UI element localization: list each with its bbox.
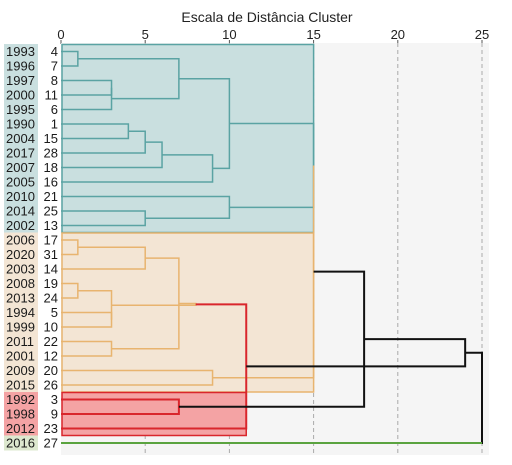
year-label-bg — [4, 305, 38, 320]
year-label-bg — [4, 232, 38, 248]
year-label: 1998 — [6, 407, 35, 422]
year-label-bg — [4, 73, 38, 88]
year-label-bg — [4, 247, 38, 262]
case-number-label: 21 — [44, 189, 58, 204]
year-label: 2008 — [6, 276, 35, 291]
x-tick-label: 15 — [306, 27, 320, 42]
year-label-bg — [4, 102, 38, 117]
year-label: 2009 — [6, 363, 35, 378]
case-number-label: 31 — [44, 247, 58, 262]
case-number-label: 9 — [51, 407, 58, 422]
case-number-label: 15 — [44, 131, 58, 146]
merge-link — [61, 87, 113, 111]
year-label: 2017 — [6, 146, 35, 161]
year-label: 1994 — [6, 305, 35, 320]
year-label-bg — [4, 363, 38, 378]
year-label: 1993 — [6, 44, 35, 59]
year-label-bg — [4, 406, 38, 422]
year-label-bg — [4, 189, 38, 204]
year-label-bg — [4, 44, 38, 59]
case-number-label: 10 — [44, 320, 58, 335]
x-axis-ticks: 0 5 10 15 20 25 — [57, 27, 489, 44]
year-label-bg — [4, 160, 38, 175]
year-label: 2002 — [6, 218, 35, 233]
case-number-label: 26 — [44, 378, 58, 393]
case-number-label: 5 — [51, 305, 58, 320]
year-label: 2014 — [6, 204, 35, 219]
year-label-bg — [4, 131, 38, 146]
year-label: 2012 — [6, 421, 35, 436]
case-number-label: 6 — [51, 102, 58, 117]
year-label-bg — [4, 435, 38, 451]
year-label-bg — [4, 377, 38, 393]
year-label: 2007 — [6, 160, 35, 175]
merge-link — [77, 290, 113, 320]
year-label-bg — [4, 116, 38, 132]
case-number-label: 17 — [44, 233, 58, 248]
case-number-label: 13 — [44, 218, 58, 233]
year-label: 1999 — [6, 320, 35, 335]
case-number-label: 7 — [51, 59, 58, 74]
year-label: 1995 — [6, 102, 35, 117]
case-number-label: 16 — [44, 175, 58, 190]
year-label-bg — [4, 218, 38, 233]
year-label-bg — [4, 203, 38, 219]
year-label: 1997 — [6, 73, 35, 88]
x-tick-label: 0 — [57, 27, 64, 42]
year-label: 2001 — [6, 349, 35, 364]
x-axis-title: Escala de Distância Cluster — [181, 9, 353, 25]
case-number-label: 1 — [51, 117, 58, 132]
year-label: 2010 — [6, 189, 35, 204]
year-label-bg — [4, 421, 38, 436]
year-label-bg — [4, 334, 38, 349]
x-tick-label: 10 — [222, 27, 236, 42]
case-number-label: 22 — [44, 334, 58, 349]
plot-area — [61, 43, 489, 455]
year-label: 2006 — [6, 233, 35, 248]
case-number-label: 24 — [44, 291, 58, 306]
year-label: 1992 — [6, 392, 35, 407]
year-label: 1990 — [6, 117, 35, 132]
year-label-bg — [4, 348, 38, 364]
case-number-label: 27 — [44, 436, 58, 451]
year-label-bg — [4, 276, 38, 291]
case-number-label: 19 — [44, 276, 58, 291]
year-label-bg — [4, 392, 38, 407]
case-number-label: 4 — [51, 44, 58, 59]
case-number-label: 20 — [44, 363, 58, 378]
year-label: 1996 — [6, 59, 35, 74]
year-label: 2016 — [6, 436, 35, 451]
year-label: 2003 — [6, 262, 35, 277]
year-label: 2005 — [6, 175, 35, 190]
year-label-bg — [4, 145, 38, 161]
year-label: 2020 — [6, 247, 35, 262]
case-number-label: 18 — [44, 160, 58, 175]
case-number-label: 8 — [51, 73, 58, 88]
x-tick-label: 25 — [475, 27, 489, 42]
case-number-label: 12 — [44, 349, 58, 364]
year-label-bg — [4, 174, 38, 190]
x-tick-label: 20 — [391, 27, 405, 42]
year-label-bg — [4, 261, 38, 277]
year-label: 2015 — [6, 378, 35, 393]
year-label-bg — [4, 58, 38, 74]
year-label-bg — [4, 319, 38, 335]
case-number-label: 3 — [51, 392, 58, 407]
year-label-bg — [4, 290, 38, 306]
case-number-label: 23 — [44, 421, 58, 436]
case-number-label: 14 — [44, 262, 58, 277]
case-number-label: 25 — [44, 204, 58, 219]
case-number-label: 28 — [44, 146, 58, 161]
year-label: 2013 — [6, 291, 35, 306]
year-label-bg — [4, 87, 38, 103]
year-label: 2011 — [6, 334, 34, 349]
x-tick-label: 5 — [142, 27, 149, 42]
case-number-label: 11 — [45, 88, 59, 103]
year-label: 2000 — [6, 88, 35, 103]
year-label: 2004 — [6, 131, 35, 146]
